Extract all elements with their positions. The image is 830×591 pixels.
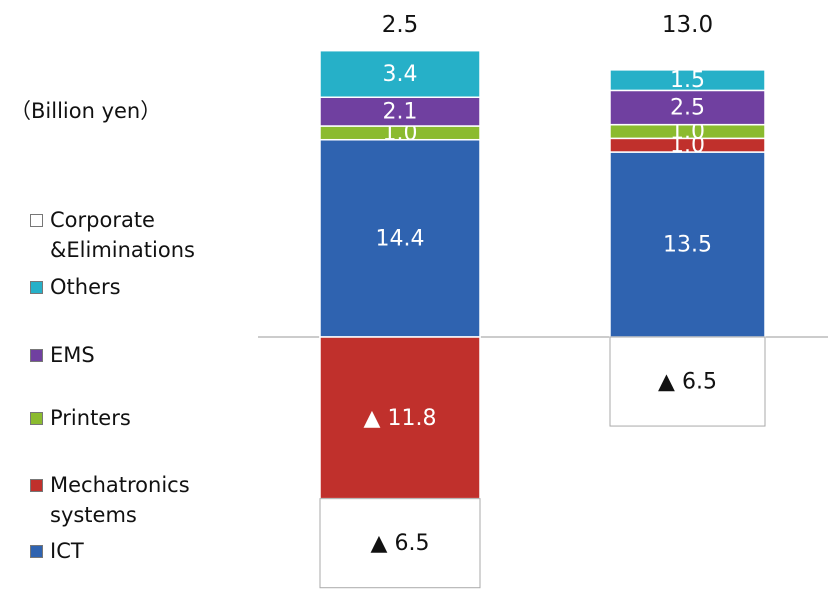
bar-segment-1-2 — [319, 336, 481, 500]
unit-label: （Billion yen） — [10, 99, 162, 123]
data-label: 14.4 — [376, 226, 425, 251]
bar-segment-1-5 — [319, 49, 481, 98]
legend-label: Mechatronics systems — [50, 473, 190, 527]
data-label: 1.5 — [670, 68, 705, 93]
data-label: 2.5 — [670, 96, 705, 121]
legend-swatch — [30, 349, 43, 362]
bar-segment-2-6 — [609, 336, 766, 427]
legend-swatch — [30, 412, 43, 425]
data-label: ▲ 6.5 — [658, 370, 717, 395]
legend-swatch — [30, 214, 43, 227]
data-label: 13.5 — [663, 233, 712, 258]
data-label: ▲ 6.5 — [371, 531, 430, 556]
bar-segment-1-6 — [319, 498, 481, 589]
bar-segment-2-5 — [609, 69, 766, 92]
legend-label: EMS — [50, 343, 95, 367]
legend-label: ICT — [50, 539, 84, 563]
total-label: 2.5 — [382, 12, 419, 38]
bar-segment-1-4 — [319, 96, 481, 127]
legend-label: Printers — [50, 406, 131, 430]
data-label: 3.4 — [383, 62, 418, 87]
legend-swatch — [30, 545, 43, 558]
legend-label: Corporate &Eliminations — [50, 208, 195, 262]
total-label: 13.0 — [662, 12, 713, 38]
bar-segment-2-1 — [609, 151, 766, 338]
data-label: ▲ 11.8 — [364, 406, 437, 431]
legend-label: Others — [50, 275, 121, 299]
data-label: 2.1 — [383, 100, 418, 125]
legend-swatch — [30, 479, 43, 492]
bar-segment-1-1 — [319, 138, 481, 338]
bar-segment-2-4 — [609, 89, 766, 126]
legend-swatch — [30, 281, 43, 294]
